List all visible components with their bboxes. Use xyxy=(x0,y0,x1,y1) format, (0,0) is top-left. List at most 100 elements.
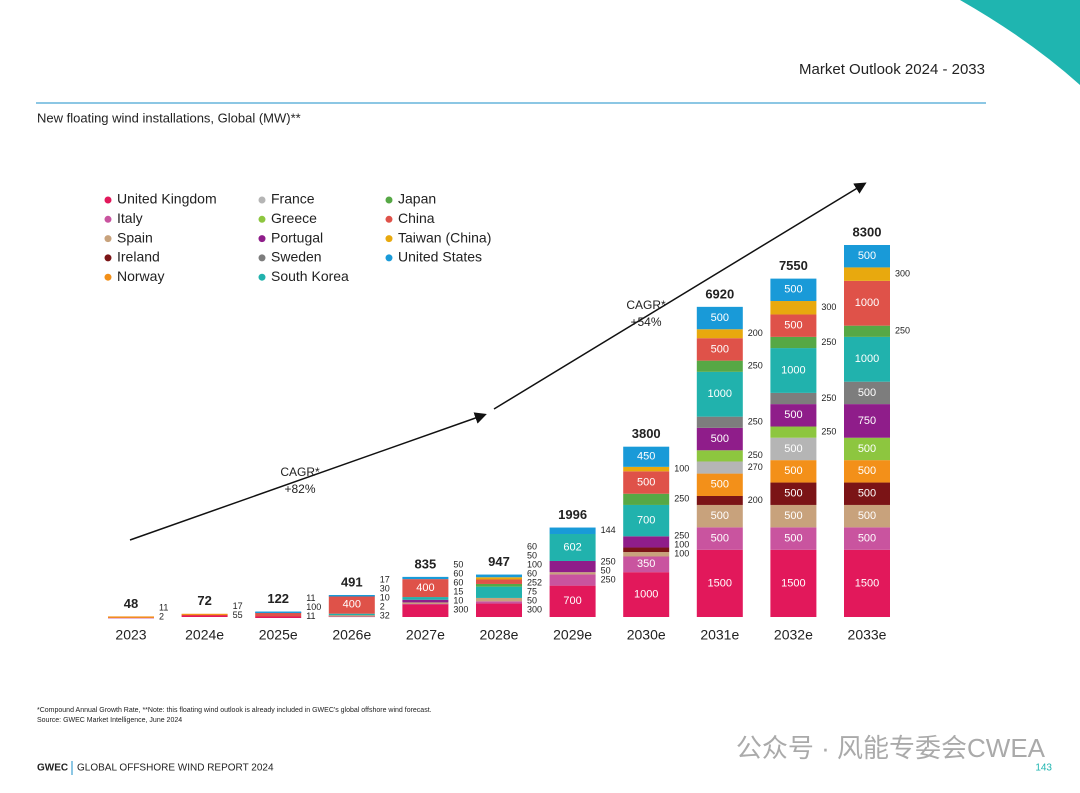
value-label: 500 xyxy=(784,532,802,544)
bar-segment xyxy=(844,280,890,326)
total-label: 7550 xyxy=(779,258,808,273)
corner-decoration xyxy=(960,0,1080,85)
bar-segment xyxy=(696,450,743,462)
bar-segment xyxy=(844,437,890,461)
value-label: 500 xyxy=(637,476,655,488)
bar-segment xyxy=(328,615,375,617)
bar-segment xyxy=(623,446,670,467)
bar-segment xyxy=(844,527,890,550)
bar-segment xyxy=(402,599,449,603)
bar-segment xyxy=(476,577,522,580)
bar-segment xyxy=(255,612,302,617)
value-label: 100 xyxy=(674,463,689,473)
bar-segment xyxy=(476,579,522,584)
legend-label: Japan xyxy=(398,191,436,207)
footnote: Source: GWEC Market Intelligence, June 2… xyxy=(37,717,182,724)
bar-segment xyxy=(549,585,596,617)
value-label: 1500 xyxy=(781,577,805,589)
value-label: 500 xyxy=(784,510,802,522)
legend-label: Ireland xyxy=(117,249,160,265)
total-label: 3800 xyxy=(632,426,661,441)
trend-arrow xyxy=(129,412,487,541)
legend-swatch xyxy=(258,254,266,262)
bar-segment xyxy=(770,437,817,461)
bar-segment xyxy=(623,466,670,472)
bar-segment xyxy=(108,616,154,618)
legend-swatch xyxy=(385,254,393,262)
plot: 2023211482024e5517722025e11100111222026e… xyxy=(104,191,910,643)
annotation: +82% xyxy=(284,482,315,496)
value-label: 250 xyxy=(895,326,910,336)
bar-segment xyxy=(402,602,449,604)
bar-segment xyxy=(770,301,817,315)
value-label: 602 xyxy=(563,541,581,553)
total-label: 8300 xyxy=(853,224,882,239)
value-label: 10 xyxy=(453,596,463,606)
value-label: 250 xyxy=(821,426,836,436)
value-label: 500 xyxy=(784,320,802,332)
bar-segment xyxy=(696,360,743,372)
bar-segment xyxy=(328,594,375,597)
value-label: 17 xyxy=(380,575,390,585)
legend-swatch xyxy=(258,215,266,223)
value-label: 500 xyxy=(858,510,876,522)
value-label: 60 xyxy=(453,578,463,588)
value-label: 50 xyxy=(527,596,537,606)
bar-segment xyxy=(623,552,670,557)
value-label: 500 xyxy=(711,312,729,324)
value-label: 500 xyxy=(784,443,802,455)
value-label: 300 xyxy=(453,605,468,615)
value-label: 500 xyxy=(784,488,802,500)
annotation: CAGR* xyxy=(280,465,320,479)
value-label: 400 xyxy=(343,599,361,611)
watermark: 公众号 · 风能专委会CWEA xyxy=(736,733,1046,763)
bar-segment xyxy=(770,460,817,483)
bar-segment xyxy=(844,504,890,528)
x-tick-label: 2026e xyxy=(332,627,371,643)
value-label: 1000 xyxy=(855,353,879,365)
legend-label: Portugal xyxy=(271,229,323,245)
value-label: 300 xyxy=(821,302,836,312)
value-label: 1000 xyxy=(708,388,732,400)
legend-swatch xyxy=(258,196,266,204)
value-label: 100 xyxy=(674,540,689,550)
value-label: 11 xyxy=(159,602,168,612)
bar-segment xyxy=(696,504,743,528)
total-label: 6920 xyxy=(705,286,734,301)
value-label: 2 xyxy=(159,611,164,621)
value-label: 500 xyxy=(858,488,876,500)
bar-segment xyxy=(844,482,890,505)
bar-segment xyxy=(844,460,890,483)
bar-segment xyxy=(696,473,743,496)
value-label: 75 xyxy=(527,587,537,597)
bar-segment xyxy=(623,556,670,573)
legend-swatch xyxy=(258,273,266,281)
legend-swatch xyxy=(104,215,112,223)
value-label: 144 xyxy=(601,525,616,535)
value-label: 500 xyxy=(858,465,876,477)
bar-segment xyxy=(623,536,670,548)
value-label: 60 xyxy=(527,569,537,579)
value-label: 250 xyxy=(821,337,836,347)
bar-segment xyxy=(696,495,743,505)
bar-segment xyxy=(328,613,375,616)
value-label: 15 xyxy=(453,587,463,597)
legend-swatch xyxy=(104,254,112,262)
bar-segment xyxy=(770,314,817,337)
bar-segment xyxy=(770,482,817,505)
value-label: 100 xyxy=(527,560,542,570)
bar-segment xyxy=(844,245,890,268)
total-label: 491 xyxy=(341,574,363,589)
value-label: 750 xyxy=(858,415,876,427)
chart-title: New floating wind installations, Global … xyxy=(37,110,301,125)
value-label: 50 xyxy=(527,551,537,561)
bar-segment xyxy=(696,338,743,361)
bar-segment xyxy=(844,267,890,281)
value-label: 55 xyxy=(233,610,243,620)
value-label: 500 xyxy=(711,433,729,445)
bar-segment xyxy=(476,574,522,578)
total-label: 72 xyxy=(197,593,211,608)
bar-segment xyxy=(181,613,228,616)
x-tick-label: 2025e xyxy=(259,627,298,643)
bar-segment xyxy=(255,611,302,614)
